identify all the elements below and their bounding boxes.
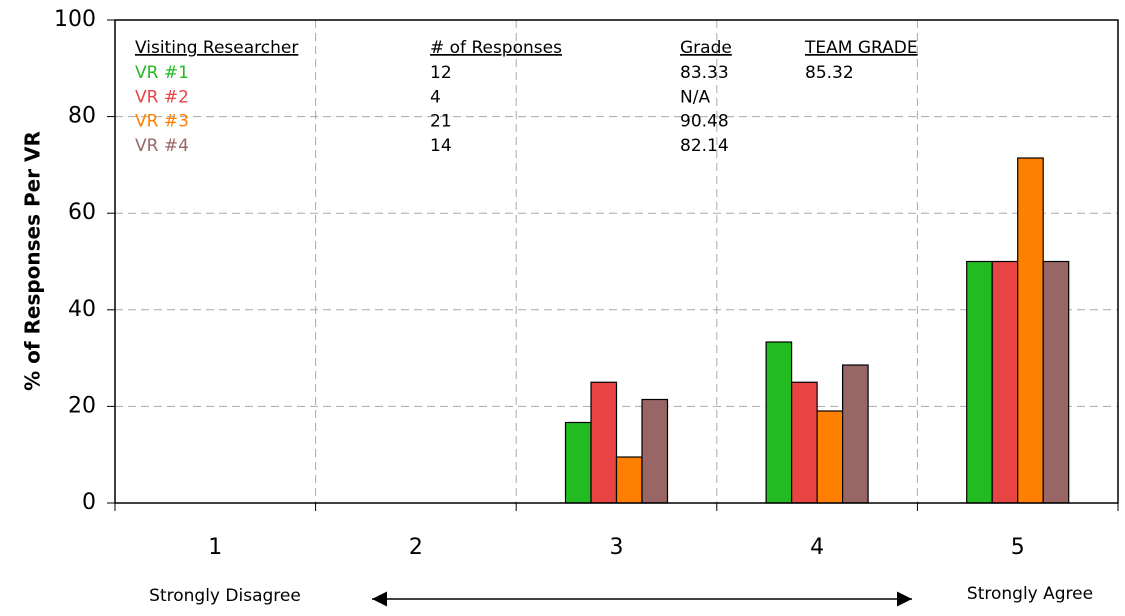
table-cell: 83.33 (680, 63, 729, 83)
x-tick-label: 5 (1011, 535, 1025, 560)
bar (765, 341, 793, 504)
bar (991, 260, 1019, 504)
x-tick-label: 1 (208, 535, 222, 560)
table-cell: 12 (430, 63, 452, 83)
bar (1017, 157, 1044, 504)
table-cell: 4 (430, 87, 441, 107)
y-tick-label: 20 (68, 393, 96, 418)
bar (590, 381, 618, 504)
bar (841, 364, 869, 504)
bar (790, 381, 818, 504)
info-table: Visiting Researcher # of Responses Grade… (135, 38, 918, 156)
x-tick-label: 2 (409, 535, 423, 560)
y-tick-label: 40 (68, 297, 96, 322)
bar (564, 421, 592, 504)
table-cell: 14 (430, 136, 452, 156)
team-grade: 85.32 (805, 63, 854, 83)
table-cell: 82.14 (680, 136, 729, 156)
table-header: # of Responses (430, 38, 562, 58)
x-tick-label: 3 (610, 535, 624, 560)
bar (816, 410, 844, 504)
y-tick-label: 0 (82, 490, 96, 515)
bar (615, 456, 643, 504)
table-header: TEAM GRADE (804, 38, 918, 58)
y-tick-label: 80 (68, 104, 96, 129)
table-header: Grade (680, 38, 732, 58)
table-cell: N/A (680, 87, 710, 107)
annotation: Strongly Agree (967, 584, 1093, 604)
annotation: Strongly Disagree (149, 586, 301, 606)
bars (564, 157, 1070, 504)
bar (641, 398, 669, 504)
table-header: Visiting Researcher (135, 38, 298, 58)
table-cell: 90.48 (680, 112, 729, 132)
y-tick-label: 100 (54, 7, 96, 32)
legend-entry: VR #4 (135, 136, 189, 156)
legend-entry: VR #3 (135, 112, 189, 132)
legend-entry: VR #1 (135, 63, 189, 83)
table-cell: 21 (430, 112, 452, 132)
legend-entry: VR #2 (135, 87, 189, 107)
bar (966, 260, 993, 504)
plot-frame (114, 19, 1119, 504)
y-tick-label: 60 (68, 200, 96, 225)
bar (1042, 260, 1070, 504)
y-axis-label: % of Responses Per VR (21, 131, 45, 391)
x-tick-label: 4 (810, 535, 824, 560)
